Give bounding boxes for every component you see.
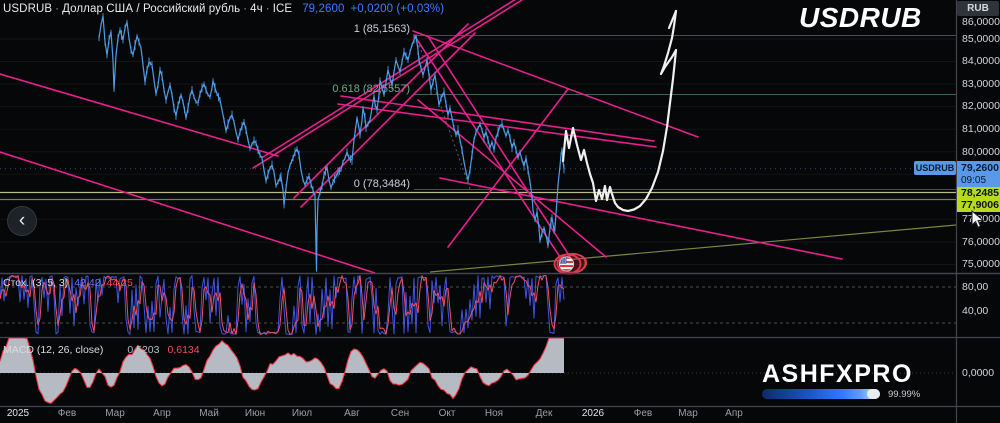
- price-axis-label: 80,00: [962, 281, 989, 293]
- time-axis-label: Дек: [535, 408, 553, 419]
- last-price-badge: 79,2600 09:05: [957, 161, 1000, 187]
- time-axis-label: Авг: [344, 408, 360, 419]
- level-price-badge: 78,2485: [957, 186, 1000, 199]
- time-axis-label: Фев: [57, 408, 77, 419]
- exchange-label: ICE: [272, 3, 293, 15]
- broker-watermark: ASHFXPRO: [762, 360, 913, 388]
- price-axis-label: 80,0000: [962, 146, 1000, 158]
- time-axis-label: Фев: [633, 408, 653, 419]
- header-separator: ·: [243, 3, 248, 15]
- stochastic-k-value: 42,42: [74, 277, 101, 289]
- price-axis-label: 85,0000: [962, 33, 1000, 45]
- header-separator: ·: [265, 3, 270, 15]
- time-axis-label: 2025: [6, 408, 30, 419]
- price-axis-label: 86,0000: [962, 16, 1000, 28]
- price-axis-label: 75,0000: [962, 258, 1000, 270]
- macd-indicator-legend[interactable]: MACD (12, 26, close) 0,5203 0,6134: [3, 344, 200, 356]
- interval-label[interactable]: 4ч: [250, 3, 263, 15]
- symbol-header: USDRUB · Доллар США / Российский рубль · 4ч ·…: [3, 3, 444, 15]
- symbol-watermark: USDRUB: [799, 2, 922, 33]
- time-axis-label: Июл: [291, 408, 313, 419]
- price-axis-label: 0,0000: [962, 367, 995, 379]
- price-axis-label: 76,0000: [962, 236, 1000, 248]
- fib-level-label-0: 0 (78,3484): [353, 178, 410, 190]
- price-axis-label: 82,0000: [962, 100, 1000, 112]
- time-scale[interactable]: 2025 Фев Мар Апр Май Июн Июл Авг Сен Окт Ноя Дек 202…: [0, 407, 956, 423]
- scroll-left-button[interactable]: ‹: [7, 206, 37, 236]
- last-price-badge-value: 79,2600: [961, 162, 999, 174]
- time-axis-label: Апр: [153, 408, 171, 419]
- stochastic-title: Стох. (3, 5, 3): [3, 277, 69, 289]
- stochastic-d-value: 44,25: [106, 277, 133, 289]
- brand-progress-bar: [762, 389, 880, 399]
- time-axis-label: Сен: [390, 408, 410, 419]
- price-change: +0,0200 (+0,03%): [350, 3, 445, 15]
- price-scale[interactable]: RUB 79,2600 09:05 USDRUB 86,0000 85,0000 8…: [914, 0, 1000, 423]
- fib-level-label-0618: 0.618 (82,5557): [332, 83, 410, 95]
- mouse-cursor: [971, 210, 985, 228]
- header-separator: ·: [55, 3, 60, 15]
- price-axis-label: 81,0000: [962, 123, 1000, 135]
- fib-level-label-1: 1 (85,1563): [353, 23, 410, 35]
- symbol-description: Доллар США / Российский рубль: [62, 3, 241, 15]
- price-axis-label: 84,0000: [962, 55, 1000, 67]
- stochastic-indicator-legend[interactable]: Стох. (3, 5, 3) 42,42 44,25: [3, 277, 133, 289]
- price-line-symbol-label: USDRUB: [914, 161, 956, 175]
- price-axis-label: 83,0000: [962, 78, 1000, 90]
- time-axis-label: Мар: [105, 408, 125, 419]
- currency-toggle-button[interactable]: RUB: [957, 1, 999, 16]
- macd-value: 0,5203: [127, 344, 160, 356]
- time-axis-label: Апр: [725, 408, 743, 419]
- macd-signal-value: 0,6134: [167, 344, 200, 356]
- price-axis-label: 40,00: [962, 305, 989, 317]
- macd-title: MACD (12, 26, close): [3, 344, 104, 356]
- bar-countdown: 09:05: [961, 175, 987, 186]
- time-axis-label: Май: [199, 408, 219, 419]
- time-axis-label: Мар: [678, 408, 698, 419]
- level-price-badge: 77,9006: [957, 199, 1000, 212]
- last-price: 79,2600: [302, 3, 345, 15]
- brand-percent: 99.99%: [888, 389, 921, 400]
- brand-progress-cap: [867, 389, 880, 399]
- time-axis-label: Окт: [438, 408, 456, 419]
- time-axis-label: Июн: [244, 408, 266, 419]
- time-axis-label: Ноя: [484, 408, 504, 419]
- time-axis-label: 2026: [581, 408, 605, 419]
- symbol-name[interactable]: USDRUB: [3, 3, 53, 15]
